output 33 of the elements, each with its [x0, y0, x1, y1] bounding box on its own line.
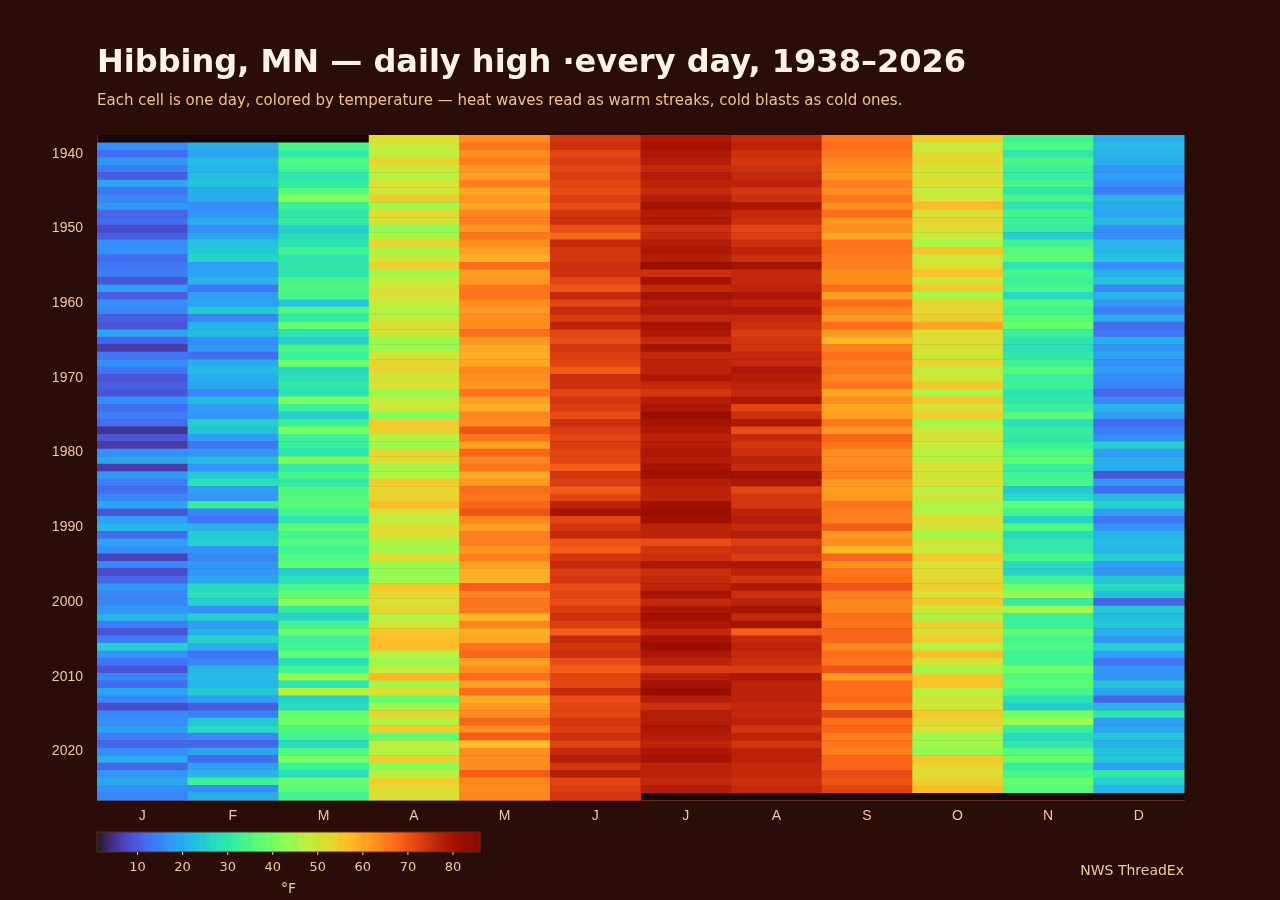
- x-tick-label: A: [771, 807, 782, 824]
- y-tick-label: 2000: [51, 592, 84, 609]
- x-tick-label: M: [317, 807, 330, 824]
- color-bar-label: 40: [264, 859, 281, 875]
- color-bar-label: 50: [309, 859, 327, 875]
- chart-subtitle: Each cell is one day, colored by temperature — heat waves read as warm streaks, cold blasts as cold ones.: [97, 91, 903, 109]
- text: NWS ThreadEx: [1080, 862, 1184, 878]
- x-tick-label: F: [228, 807, 238, 824]
- y-tick-label: 2010: [51, 667, 84, 684]
- x-tick-label: D: [1133, 807, 1144, 824]
- color-bar-title: °F: [280, 879, 297, 896]
- y-tick-label: 1950: [51, 219, 84, 236]
- color-bar-label: 10: [129, 859, 146, 875]
- color-bar-label: 60: [354, 859, 372, 875]
- color-bar-label: 80: [444, 859, 462, 875]
- y-tick-label: 1970: [51, 368, 84, 385]
- x-tick-label: J: [138, 807, 146, 824]
- y-tick-label: 1960: [51, 293, 84, 310]
- x-tick-label: O: [952, 807, 964, 824]
- y-tick-label: 2020: [51, 742, 84, 759]
- x-tick-label: A: [409, 807, 420, 824]
- chart-title: Hibbing, MN — daily high ·every day, 1938–2026: [97, 42, 966, 80]
- color-bar-label: 70: [399, 859, 417, 875]
- x-tick-label: S: [862, 807, 872, 824]
- color-bar-label: 20: [174, 859, 191, 875]
- y-tick-label: 1990: [51, 518, 84, 535]
- x-tick-label: J: [591, 807, 599, 824]
- x-tick-label: J: [682, 807, 690, 824]
- x-tick-label: N: [1043, 807, 1054, 824]
- x-tick-label: M: [498, 807, 511, 824]
- y-tick-label: 1980: [51, 443, 84, 460]
- color-bar-label: 30: [219, 859, 236, 875]
- y-tick-label: 1940: [51, 144, 84, 161]
